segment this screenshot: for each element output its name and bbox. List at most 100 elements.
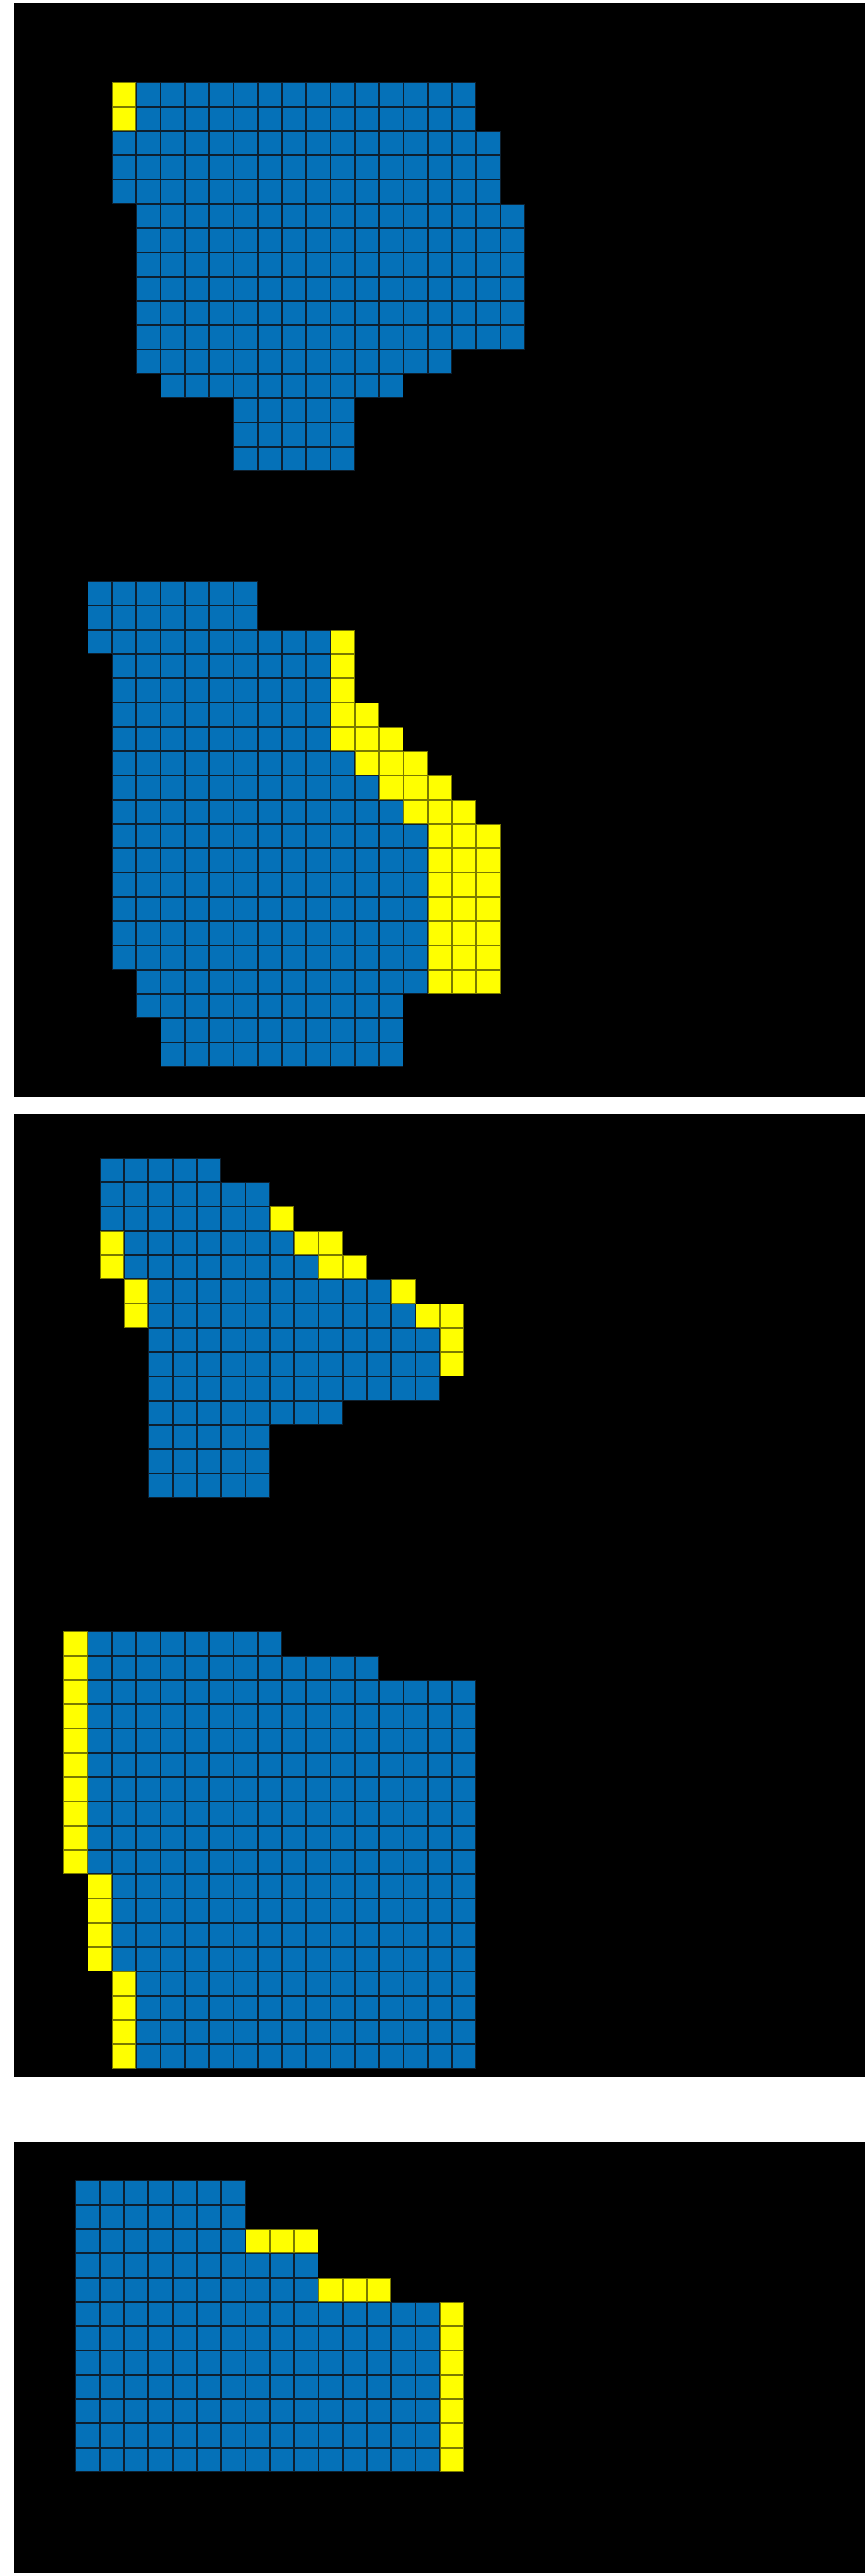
blue-cell[interactable] xyxy=(355,1680,379,1704)
yellow-cell[interactable] xyxy=(112,1971,136,1996)
blue-cell[interactable] xyxy=(258,703,282,727)
blue-cell[interactable] xyxy=(124,1206,148,1231)
blue-cell[interactable] xyxy=(185,131,209,155)
blue-cell[interactable] xyxy=(282,252,306,277)
blue-cell[interactable] xyxy=(476,325,501,350)
blue-cell[interactable] xyxy=(258,398,282,422)
blue-cell[interactable] xyxy=(209,921,233,945)
blue-cell[interactable] xyxy=(282,1874,306,1899)
blue-cell[interactable] xyxy=(88,1753,112,1777)
blue-cell[interactable] xyxy=(270,2375,294,2399)
blue-cell[interactable] xyxy=(209,1777,233,1801)
blue-cell[interactable] xyxy=(428,82,452,107)
blue-cell[interactable] xyxy=(221,2205,246,2229)
blue-cell[interactable] xyxy=(75,2326,100,2350)
blue-cell[interactable] xyxy=(343,2375,367,2399)
blue-cell[interactable] xyxy=(197,1158,221,1182)
blue-cell[interactable] xyxy=(331,1947,355,1971)
blue-cell[interactable] xyxy=(209,1729,233,1753)
blue-cell[interactable] xyxy=(75,2180,100,2205)
blue-cell[interactable] xyxy=(318,1401,343,1425)
blue-cell[interactable] xyxy=(221,2302,246,2326)
blue-cell[interactable] xyxy=(112,1850,136,1874)
blue-cell[interactable] xyxy=(258,2020,282,2044)
blue-cell[interactable] xyxy=(124,2350,148,2375)
blue-cell[interactable] xyxy=(185,374,209,398)
blue-cell[interactable] xyxy=(185,155,209,180)
blue-cell[interactable] xyxy=(209,1801,233,1826)
blue-cell[interactable] xyxy=(233,678,258,703)
blue-cell[interactable] xyxy=(306,2020,331,2044)
blue-cell[interactable] xyxy=(331,970,355,994)
blue-cell[interactable] xyxy=(233,970,258,994)
blue-cell[interactable] xyxy=(112,155,136,180)
blue-cell[interactable] xyxy=(306,824,331,848)
blue-cell[interactable] xyxy=(355,1777,379,1801)
blue-cell[interactable] xyxy=(331,1656,355,1680)
blue-cell[interactable] xyxy=(306,1874,331,1899)
blue-cell[interactable] xyxy=(136,1850,161,1874)
yellow-cell[interactable] xyxy=(391,1279,416,1304)
blue-cell[interactable] xyxy=(355,82,379,107)
blue-cell[interactable] xyxy=(197,2399,221,2423)
yellow-cell[interactable] xyxy=(100,1255,124,1279)
blue-cell[interactable] xyxy=(221,1206,246,1231)
yellow-cell[interactable] xyxy=(476,848,501,873)
blue-cell[interactable] xyxy=(112,1947,136,1971)
blue-cell[interactable] xyxy=(379,277,403,301)
blue-cell[interactable] xyxy=(355,180,379,204)
blue-cell[interactable] xyxy=(306,945,331,970)
blue-cell[interactable] xyxy=(258,1680,282,1704)
blue-cell[interactable] xyxy=(136,678,161,703)
blue-cell[interactable] xyxy=(185,325,209,350)
blue-cell[interactable] xyxy=(233,1923,258,1947)
blue-cell[interactable] xyxy=(258,1899,282,1923)
blue-cell[interactable] xyxy=(331,422,355,447)
blue-cell[interactable] xyxy=(258,945,282,970)
blue-cell[interactable] xyxy=(379,2020,403,2044)
blue-cell[interactable] xyxy=(136,1899,161,1923)
blue-cell[interactable] xyxy=(112,581,136,605)
blue-cell[interactable] xyxy=(379,994,403,1018)
blue-cell[interactable] xyxy=(246,1206,270,1231)
blue-cell[interactable] xyxy=(258,374,282,398)
blue-cell[interactable] xyxy=(306,1777,331,1801)
yellow-cell[interactable] xyxy=(440,2302,464,2326)
blue-cell[interactable] xyxy=(306,1996,331,2020)
blue-cell[interactable] xyxy=(270,2423,294,2448)
blue-cell[interactable] xyxy=(246,1449,270,1474)
blue-cell[interactable] xyxy=(294,2302,318,2326)
blue-cell[interactable] xyxy=(185,703,209,727)
yellow-cell[interactable] xyxy=(440,1352,464,1376)
blue-cell[interactable] xyxy=(379,228,403,252)
blue-cell[interactable] xyxy=(136,727,161,751)
blue-cell[interactable] xyxy=(185,970,209,994)
blue-cell[interactable] xyxy=(148,1376,173,1401)
yellow-cell[interactable] xyxy=(428,970,452,994)
blue-cell[interactable] xyxy=(343,2423,367,2448)
blue-cell[interactable] xyxy=(209,1874,233,1899)
blue-cell[interactable] xyxy=(452,1753,476,1777)
blue-cell[interactable] xyxy=(270,1231,294,1255)
blue-cell[interactable] xyxy=(209,727,233,751)
blue-cell[interactable] xyxy=(379,374,403,398)
blue-cell[interactable] xyxy=(148,2350,173,2375)
blue-cell[interactable] xyxy=(331,775,355,800)
blue-cell[interactable] xyxy=(100,2302,124,2326)
blue-cell[interactable] xyxy=(258,1729,282,1753)
blue-cell[interactable] xyxy=(197,1206,221,1231)
blue-cell[interactable] xyxy=(112,605,136,630)
yellow-cell[interactable] xyxy=(88,1947,112,1971)
blue-cell[interactable] xyxy=(258,751,282,775)
blue-cell[interactable] xyxy=(246,2302,270,2326)
blue-cell[interactable] xyxy=(476,228,501,252)
blue-cell[interactable] xyxy=(209,1018,233,1043)
blue-cell[interactable] xyxy=(136,82,161,107)
blue-cell[interactable] xyxy=(221,1376,246,1401)
blue-cell[interactable] xyxy=(209,252,233,277)
blue-cell[interactable] xyxy=(246,1304,270,1328)
blue-cell[interactable] xyxy=(306,775,331,800)
blue-cell[interactable] xyxy=(136,630,161,654)
blue-cell[interactable] xyxy=(258,1996,282,2020)
yellow-cell[interactable] xyxy=(294,1231,318,1255)
